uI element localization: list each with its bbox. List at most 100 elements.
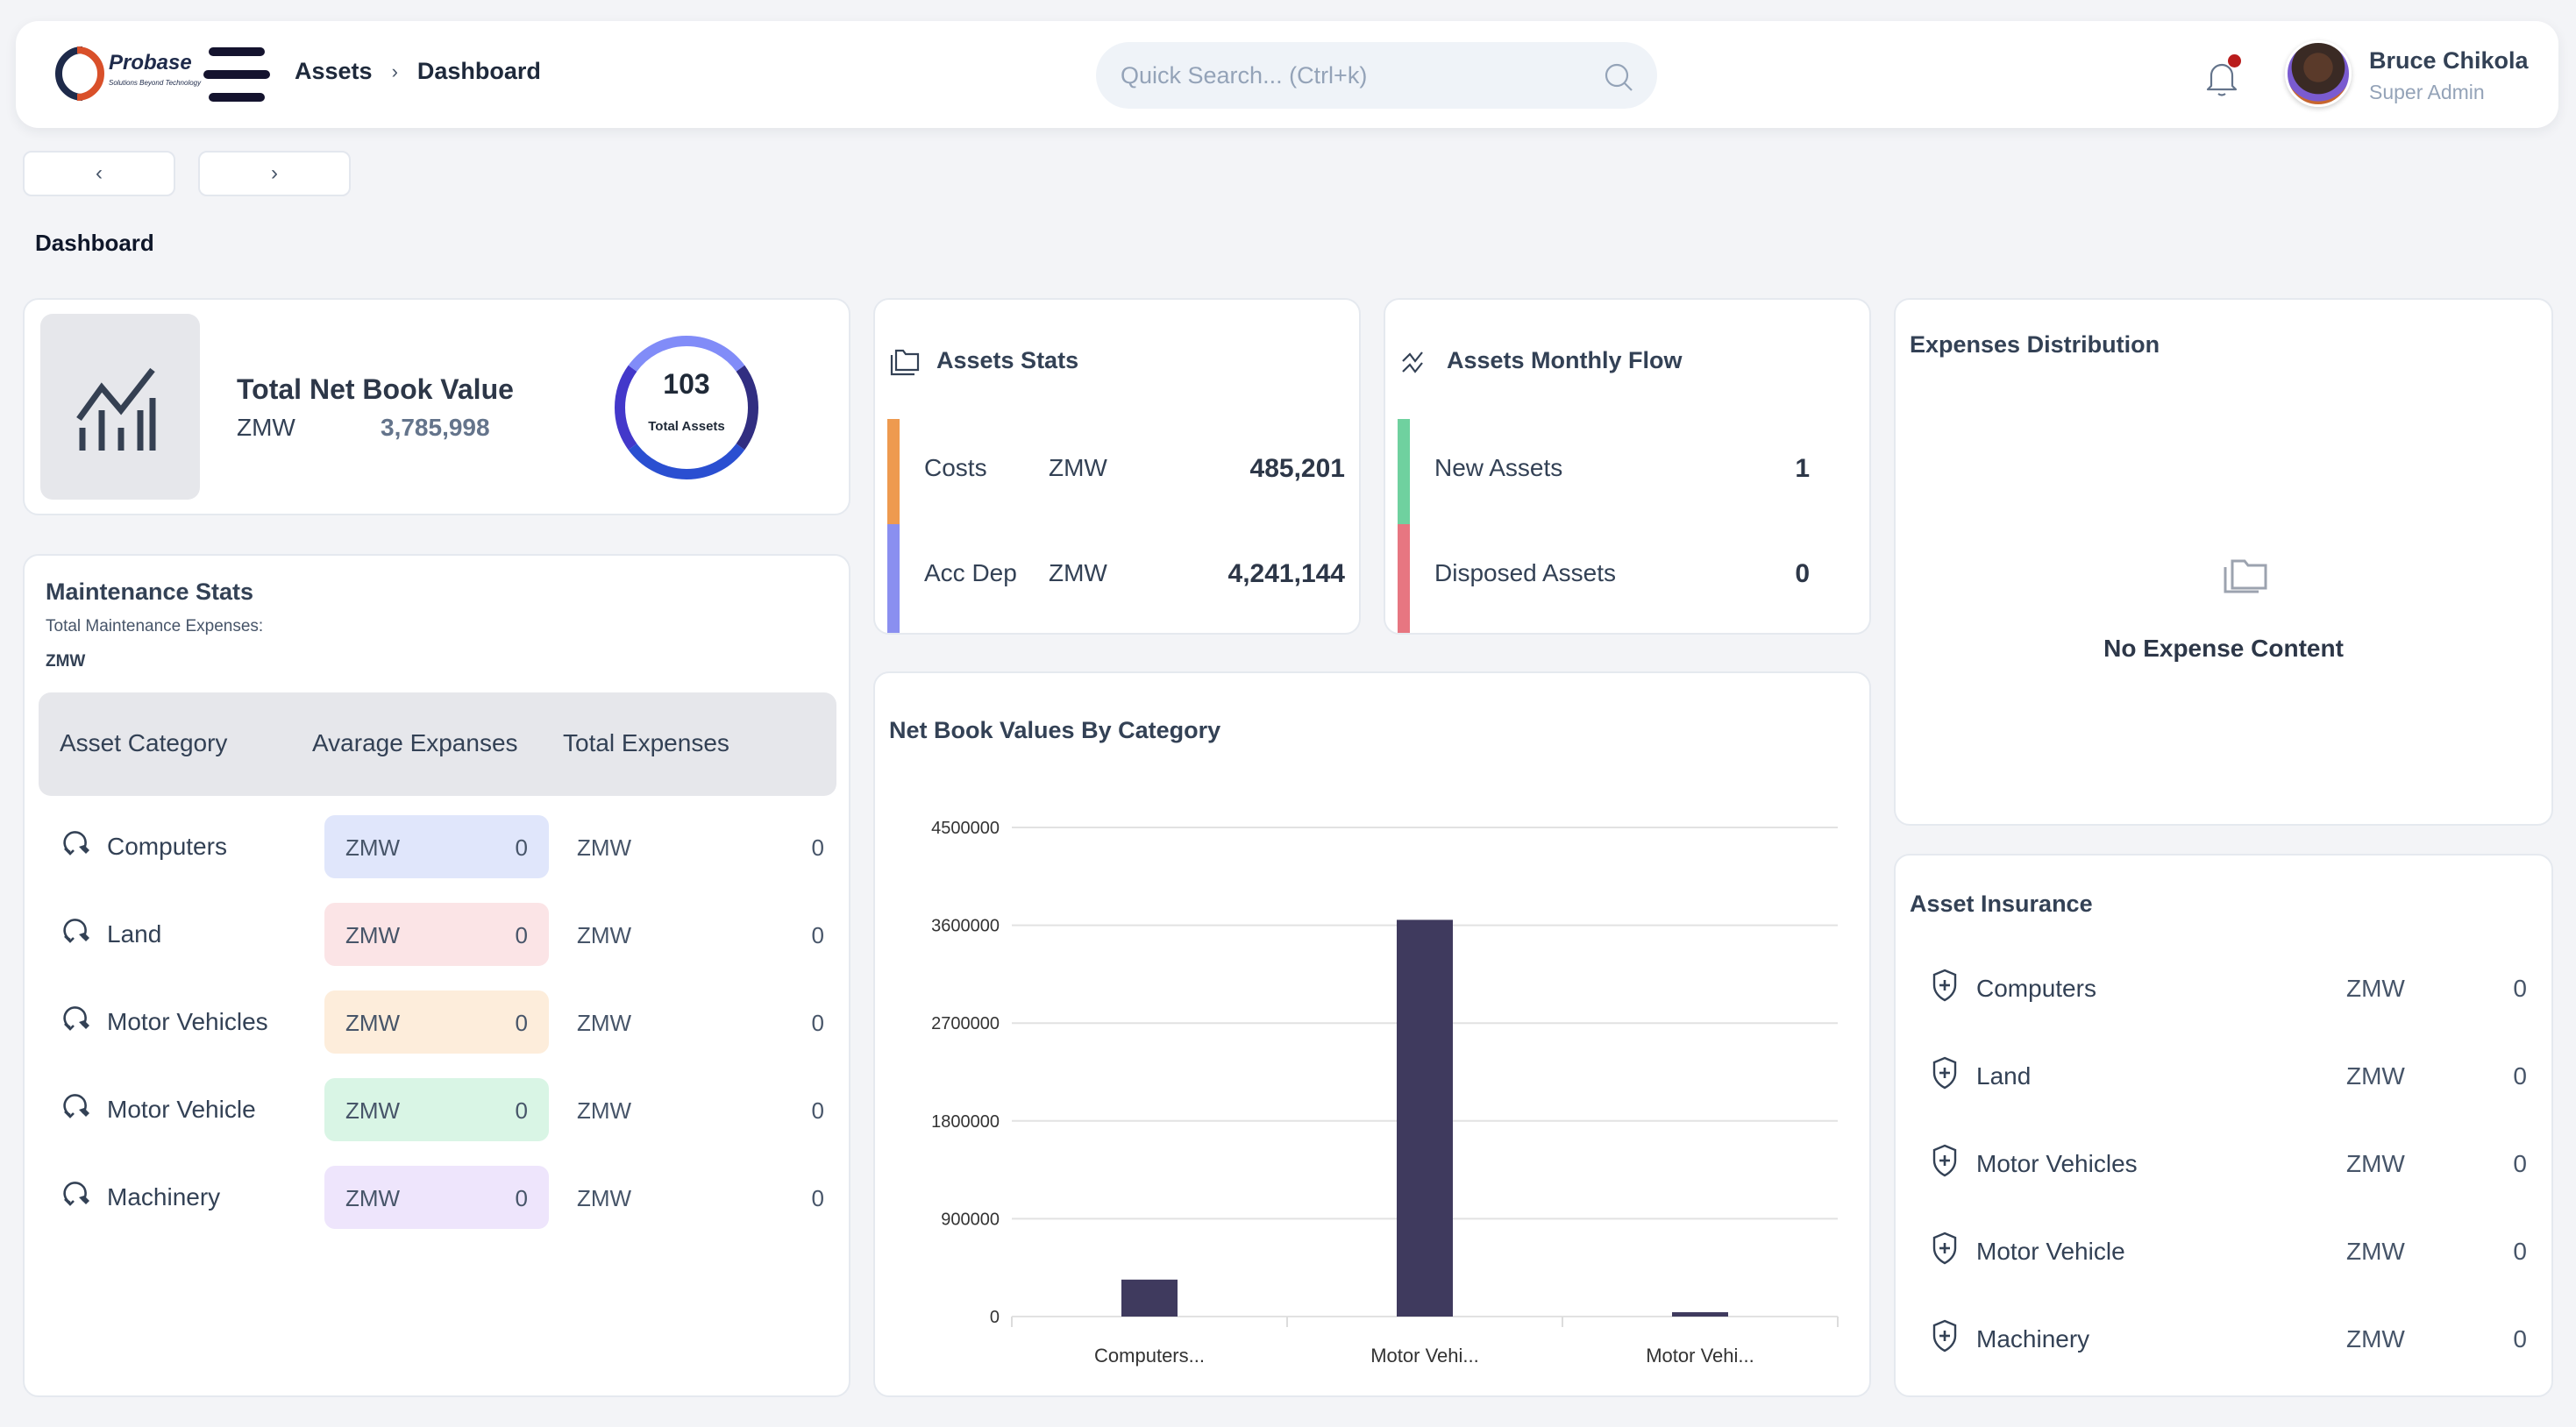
assets-monthly-flow-card: Assets Monthly Flow New Assets 1 Dispose… [1384, 298, 1871, 635]
breadcrumb: Assets › Dashboard [295, 58, 541, 85]
insurance-category: Machinery [1976, 1325, 2090, 1352]
insurance-currency: ZMW [2346, 975, 2405, 1002]
average-expense-pill: ZMW 0 [324, 990, 549, 1054]
average-value: 0 [515, 834, 528, 861]
stat-value: 485,201 [1249, 454, 1345, 483]
activity-icon [1402, 351, 1423, 373]
acc-dep-color-bar [887, 524, 900, 633]
stat-value: 4,241,144 [1228, 559, 1345, 588]
breadcrumb-dashboard: Dashboard [416, 58, 541, 84]
costs-color-bar [887, 419, 900, 528]
maintenance-row: Machinery ZMW 0 ZMW 0 [39, 1166, 836, 1229]
maintenance-row: Land ZMW 0 ZMW 0 [39, 903, 836, 966]
folder-icon [890, 349, 920, 376]
insurance-row: Motor Vehicles ZMW 0 [1931, 1139, 2527, 1192]
bar-chart: 0 900000 1800000 2700000 3600000 4500000 Compu… [931, 819, 1839, 1367]
col-asset-category: Asset Category [60, 729, 228, 756]
y-tick-label: 1800000 [931, 1112, 1000, 1132]
new-assets-color-bar [1398, 419, 1410, 528]
notifications-button[interactable] [2204, 54, 2243, 98]
average-value: 0 [515, 1185, 528, 1211]
insurance-row: Land ZMW 0 [1931, 1052, 2527, 1104]
insurance-value: 0 [2513, 1062, 2527, 1090]
disposed-assets-color-bar [1398, 524, 1410, 633]
maintenance-table-header: Asset Category Avarage Expanses Total Ex… [39, 692, 836, 796]
net-book-value-card: Total Net Book Value ZMW 3,785,998 103 T… [23, 298, 850, 515]
average-value: 0 [515, 1010, 528, 1036]
search-input[interactable] [1121, 42, 1594, 109]
y-tick-label: 900000 [941, 1210, 1000, 1229]
trending-chart-icon [76, 367, 156, 451]
category-name: Motor Vehicle [107, 1096, 256, 1123]
chart-title: Net Book Values By Category [889, 717, 1221, 743]
total-currency: ZMW [577, 922, 632, 948]
insurance-value: 0 [2513, 1238, 2527, 1265]
flow-label: Disposed Assets [1434, 559, 1616, 586]
bell-icon [2206, 63, 2238, 96]
average-value: 0 [515, 922, 528, 948]
total-value: 0 [811, 1185, 824, 1211]
shield-plus-icon [1931, 1231, 1959, 1266]
stat-currency: ZMW [1049, 559, 1107, 586]
breadcrumb-assets[interactable]: Assets [295, 58, 373, 84]
total-currency: ZMW [577, 834, 632, 861]
shield-plus-icon [1931, 1318, 1959, 1353]
insurance-value: 0 [2513, 1150, 2527, 1177]
asset-insurance-card: Asset Insurance Computers ZMW 0 Land ZMW 0 Mot… [1894, 854, 2553, 1397]
category-name: Computers [107, 833, 227, 860]
assets-stats-title: Assets Stats [936, 347, 1079, 373]
expenses-distribution-card: Expenses Distribution No Expense Content [1894, 298, 2553, 826]
bar[interactable] [1121, 1279, 1178, 1317]
col-average-expenses: Avarage Expanses [312, 729, 518, 756]
probase-logo[interactable]: Probase Solutions Beyond Technology [53, 42, 202, 105]
maintenance-subtitle: Total Maintenance Expenses: [46, 617, 264, 635]
total-value: 0 [811, 834, 824, 861]
user-role: Super Admin [2369, 81, 2485, 103]
user-name[interactable]: Bruce Chikola [2369, 47, 2529, 74]
back-button[interactable]: ‹ [23, 151, 175, 196]
net-book-by-category-card: Net Book Values By Category 0 900000 18000… [873, 671, 1871, 1397]
avatar[interactable] [2285, 40, 2352, 107]
flow-row-new: New Assets 1 [1398, 419, 1882, 528]
average-value: 0 [515, 1097, 528, 1124]
logo-text: Probase [109, 51, 192, 75]
maintenance-row: Computers ZMW 0 ZMW 0 [39, 815, 836, 878]
hamburger-line [209, 93, 265, 102]
menu-toggle-button[interactable] [203, 47, 274, 102]
forward-button[interactable]: › [198, 151, 351, 196]
bar[interactable] [1397, 919, 1453, 1317]
total-currency: ZMW [577, 1097, 632, 1124]
average-expense-pill: ZMW 0 [324, 1078, 549, 1141]
hamburger-line [203, 70, 270, 79]
donut-segment-top [615, 365, 637, 451]
insurance-currency: ZMW [2346, 1325, 2405, 1352]
maintenance-wrench-icon [61, 1003, 93, 1034]
stat-currency: ZMW [1049, 454, 1107, 481]
chart-icon-box [40, 314, 200, 500]
assets-stats-card: Assets Stats Costs ZMW 485,201 Acc Dep Z… [873, 298, 1361, 635]
maintenance-wrench-icon [61, 1178, 93, 1210]
y-tick-label: 0 [990, 1308, 1000, 1327]
total-assets-label: Total Assets [648, 419, 725, 434]
average-expense-pill: ZMW 0 [324, 903, 549, 966]
expenses-title: Expenses Distribution [1910, 331, 2160, 358]
stat-label: Costs [924, 454, 987, 481]
total-currency: ZMW [577, 1010, 632, 1036]
hamburger-line [209, 47, 265, 56]
y-tick-label: 3600000 [931, 917, 1000, 936]
net-book-title: Total Net Book Value [237, 373, 514, 405]
stat-row-acc-dep: Acc Dep ZMW 4,241,144 [887, 524, 1371, 633]
maintenance-wrench-icon [61, 915, 93, 947]
notification-badge [2228, 54, 2241, 67]
average-currency: ZMW [345, 834, 401, 861]
monthly-flow-title: Assets Monthly Flow [1447, 347, 1683, 373]
quick-search [1096, 42, 1657, 109]
donut-segment-left [628, 444, 745, 479]
search-icon[interactable] [1603, 61, 1634, 93]
shield-plus-icon [1931, 1143, 1959, 1178]
insurance-value: 0 [2513, 975, 2527, 1002]
insurance-currency: ZMW [2346, 1062, 2405, 1090]
bar[interactable] [1672, 1312, 1728, 1317]
flow-row-disposed: Disposed Assets 0 [1398, 524, 1882, 633]
donut-segment-bottom [736, 365, 758, 451]
